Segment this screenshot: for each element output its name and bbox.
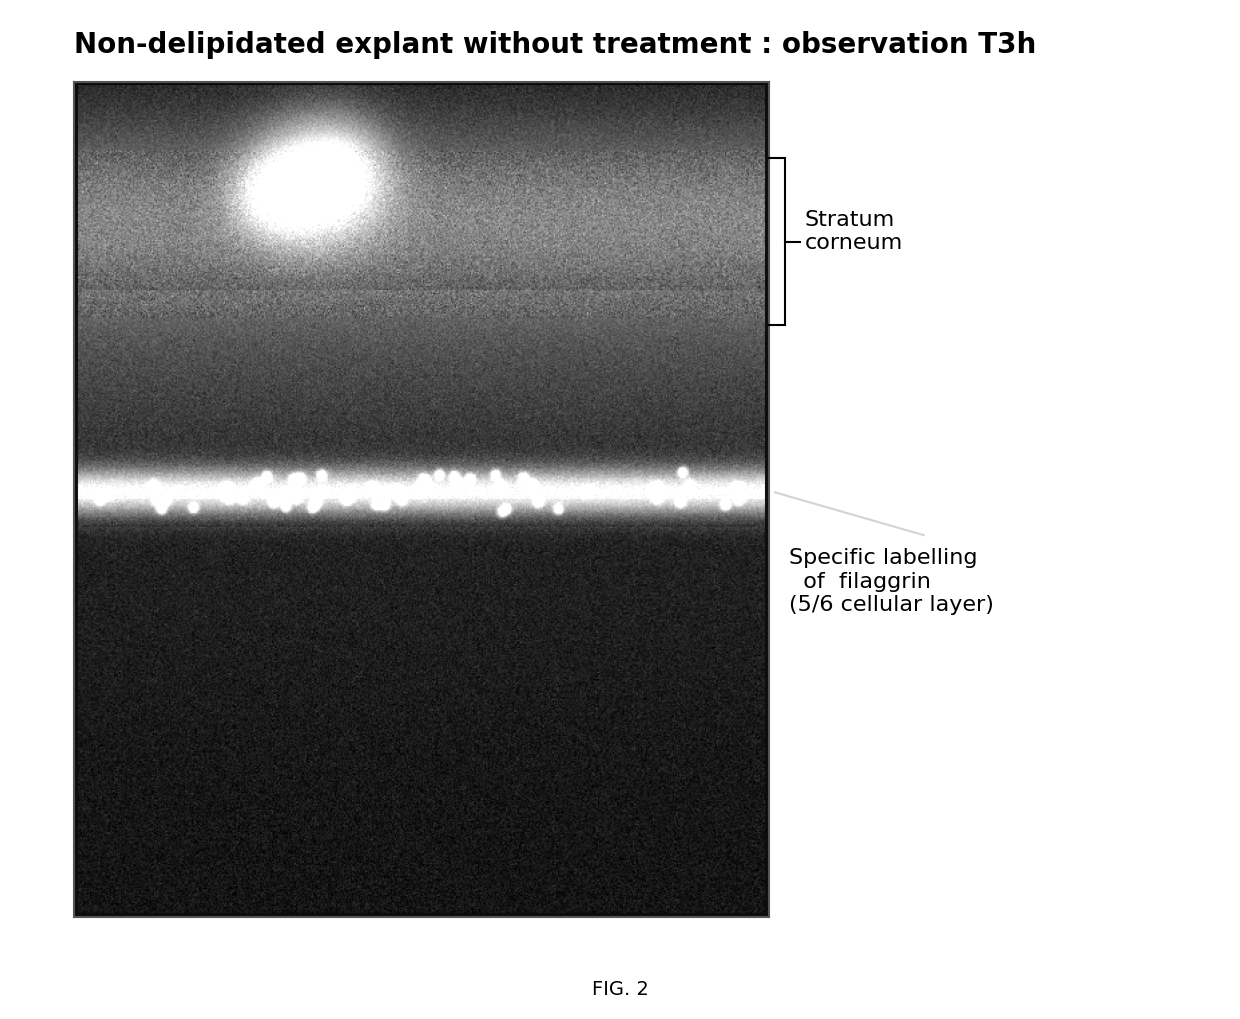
- Text: Non-delipidated explant without treatment : observation T3h: Non-delipidated explant without treatmen…: [74, 31, 1037, 58]
- Text: Specific labelling
  of  filaggrin
(5/6 cellular layer): Specific labelling of filaggrin (5/6 cel…: [789, 548, 993, 614]
- Text: Stratum
corneum: Stratum corneum: [805, 210, 903, 253]
- Text: FIG. 2: FIG. 2: [591, 979, 649, 999]
